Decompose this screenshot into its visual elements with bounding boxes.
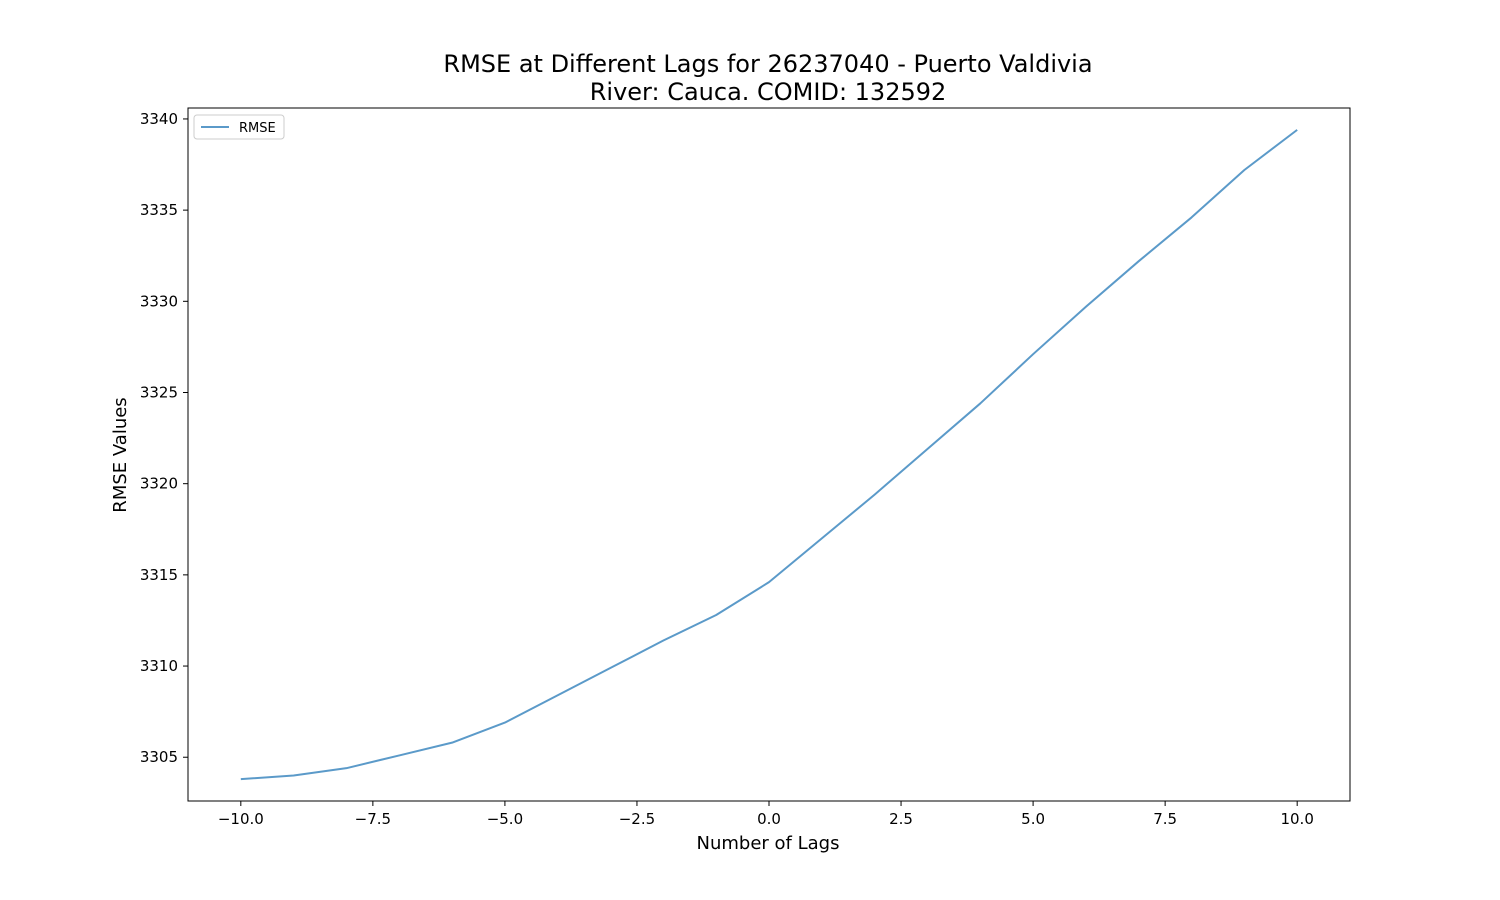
plot-area	[188, 108, 1350, 801]
y-tick-label: 3320	[140, 475, 178, 493]
x-tick-label: 7.5	[1153, 810, 1177, 828]
y-tick-label: 3305	[140, 748, 178, 766]
series-line-rmse	[240, 129, 1298, 781]
y-axis-label: RMSE Values	[110, 397, 131, 512]
series-layer	[240, 129, 1298, 781]
x-tick-label: 5.0	[1021, 810, 1045, 828]
x-tick-label: −7.5	[355, 810, 391, 828]
legend-box	[193, 114, 285, 140]
y-tick-label: 3335	[140, 201, 178, 219]
y-tick-label: 3340	[140, 110, 178, 128]
chart-title-line1: RMSE at Different Lags for 26237040 - Pu…	[443, 50, 1092, 78]
x-tick-label: 0.0	[757, 810, 781, 828]
y-tick-label: 3315	[140, 566, 178, 584]
x-tick-label: −2.5	[619, 810, 655, 828]
plot-frame	[187, 107, 1351, 802]
chart-title-line2: River: Cauca. COMID: 132592	[590, 78, 947, 106]
y-tick-label: 3310	[140, 657, 178, 675]
x-axis-label: Number of Lags	[697, 833, 840, 854]
x-tick-label: −10.0	[218, 810, 264, 828]
y-tick-label: 3330	[140, 292, 178, 310]
y-tick-label: 3325	[140, 383, 178, 401]
x-tick-label: 2.5	[889, 810, 913, 828]
legend-label-rmse: RMSE	[239, 121, 276, 136]
legend: RMSE	[193, 114, 285, 140]
x-axis-ticks: −10.0 −7.5 −5.0 −2.5 0.0 2.5 5.0 7.5 10.0	[218, 801, 1314, 828]
x-tick-label: −5.0	[487, 810, 523, 828]
y-axis-ticks: 3305 3310 3315 3320 3325 3330 3335 3340	[140, 110, 188, 766]
x-tick-label: 10.0	[1280, 810, 1313, 828]
